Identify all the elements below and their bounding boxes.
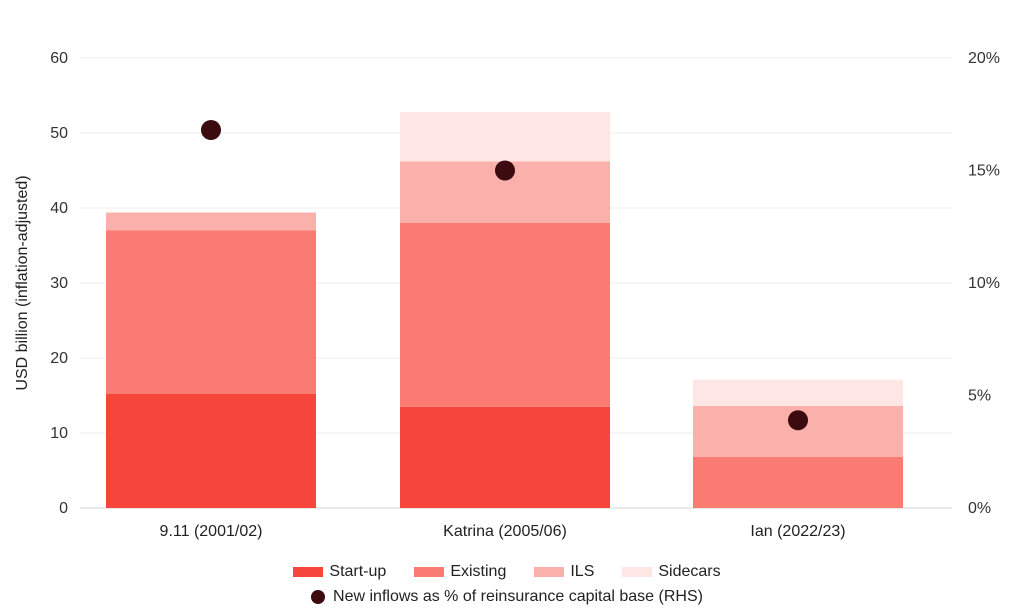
bar-segment-existing (106, 230, 316, 394)
legend-label-sidecars: Sidecars (658, 563, 721, 580)
left-tick-label: 30 (50, 275, 68, 292)
right-axis-ticks: 0% 5% 10% 15% 20% (968, 50, 1000, 517)
legend-label-start-up: Start-up (329, 563, 387, 580)
right-tick-label: 10% (968, 275, 1000, 292)
inflow-dot (495, 160, 515, 181)
bar-segment-existing (400, 223, 610, 407)
legend-swatch-ils (534, 567, 565, 577)
legend-item-inflows: New inflows as % of reinsurance capital … (311, 588, 703, 606)
legend-label-existing: Existing (450, 563, 507, 580)
right-tick-label: 15% (968, 163, 1000, 180)
category-label: Katrina (2005/06) (443, 523, 567, 540)
legend-swatch-start-up (293, 567, 324, 577)
legend-label-inflows: New inflows as % of reinsurance capital … (333, 588, 703, 605)
bar-segment-sidecars (693, 379, 903, 406)
legend-label-ils: ILS (570, 563, 595, 580)
left-tick-label: 50 (50, 125, 68, 142)
right-tick-label: 5% (968, 388, 991, 405)
inflow-dot (788, 410, 808, 431)
left-tick-label: 40 (50, 200, 68, 217)
bar-segment-sidecars (400, 112, 610, 162)
right-tick-label: 20% (968, 50, 1000, 67)
bars (106, 112, 903, 508)
category-labels: 9.11 (2001/02) Katrina (2005/06) Ian (2022… (160, 523, 846, 540)
legend-item-existing: Existing (414, 563, 506, 581)
y-axis-title: USD billion (inflation-adjusted) (14, 175, 31, 390)
bar-segment-start-up (400, 406, 610, 508)
bar-segment-ils (106, 212, 316, 231)
inflow-dots (201, 120, 808, 431)
bar-segment-existing (693, 457, 903, 508)
legend-item-sidecars: Sidecars (622, 563, 721, 581)
legend-swatch-existing (414, 567, 445, 577)
bar-segment-start-up (106, 394, 316, 508)
legend-item-start-up: Start-up (293, 563, 386, 581)
left-axis-ticks: 0 10 20 30 40 50 60 (50, 50, 68, 517)
left-tick-label: 20 (50, 350, 68, 367)
legend-dot-inflows (311, 590, 326, 604)
category-label: Ian (2022/23) (750, 523, 845, 540)
category-label: 9.11 (2001/02) (160, 523, 263, 540)
left-tick-label: 60 (50, 50, 68, 67)
legend-swatch-sidecars (622, 567, 653, 577)
legend: Start-up Existing ILS Sidecars (0, 563, 1014, 581)
legend-item-ils: ILS (534, 563, 594, 581)
inflow-dot (201, 120, 221, 140)
legend-overlay: New inflows as % of reinsurance capital … (0, 588, 1014, 606)
left-tick-label: 10 (50, 425, 68, 442)
right-tick-label: 0% (968, 500, 991, 517)
left-tick-label: 0 (59, 500, 68, 517)
